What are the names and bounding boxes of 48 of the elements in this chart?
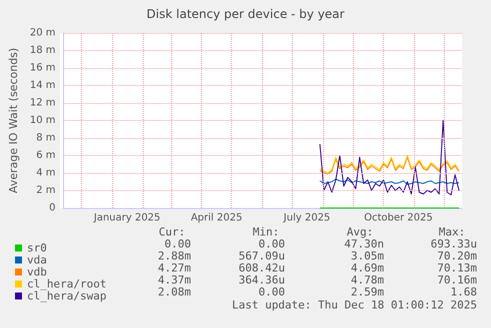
text: 4.37m <box>158 274 192 286</box>
y-tick-label: 16 m <box>30 62 56 74</box>
text: 4.27m <box>158 262 192 274</box>
x-tick-label: October 2025 <box>364 212 433 224</box>
text: 1.68 <box>450 286 477 298</box>
y-tick-label: 2 m <box>36 185 56 196</box>
text: 3.05m <box>350 250 384 262</box>
line-series <box>319 120 460 196</box>
text: 0.00 <box>258 286 285 298</box>
text: 0.00 <box>164 238 191 250</box>
chart-title: Disk latency per device - by year <box>146 7 345 21</box>
legend-label: vdb <box>27 266 47 278</box>
text: 693.33u <box>430 238 477 250</box>
text: Max: <box>438 226 466 238</box>
y-axis-title: Average IO Wait (seconds) <box>7 48 20 194</box>
text: 70.13m <box>437 262 478 274</box>
legend-label: cl_hera/root <box>27 278 106 290</box>
text: 2.59m <box>350 286 384 298</box>
text: Min: <box>252 226 280 238</box>
y-tick-label: 12 m <box>30 98 56 108</box>
text: 4.69m <box>350 262 384 274</box>
text: 364.36u <box>238 274 285 286</box>
y-tick-label: 8 m <box>36 132 56 144</box>
text: 2.08m <box>158 286 192 298</box>
text: Last update: Thu Dec 18 01:00:12 2025 <box>232 298 477 312</box>
y-tick-label: 4 m <box>36 168 56 178</box>
text: 608.42u <box>238 262 285 274</box>
text: 567.09u <box>238 250 285 262</box>
text: 47.30n <box>344 238 384 250</box>
x-tick-label: April 2025 <box>190 212 242 224</box>
legend-label: cl_hera/swap <box>27 290 106 302</box>
legend-label: vda <box>27 254 47 266</box>
x-tick-label: July 2025 <box>282 212 330 224</box>
y-tick-label: 20 m <box>30 28 56 38</box>
text: 4.78m <box>350 274 384 286</box>
y-tick-label: 14 m <box>30 80 56 91</box>
y-tick-label: 18 m <box>30 45 56 56</box>
y-tick-label: 0 <box>49 202 56 214</box>
x-tick-label: January 2025 <box>92 212 160 224</box>
text: Avg: <box>346 226 374 238</box>
y-tick-label: 6 m <box>36 150 56 161</box>
text: 70.16m <box>437 274 478 286</box>
text: 70.20m <box>437 250 478 262</box>
legend-label: sr0 <box>27 242 47 254</box>
text: Cur: <box>158 226 186 238</box>
y-tick-label: 10 m <box>30 115 56 126</box>
text: 2.88m <box>158 250 192 262</box>
text: 0.00 <box>258 238 285 250</box>
